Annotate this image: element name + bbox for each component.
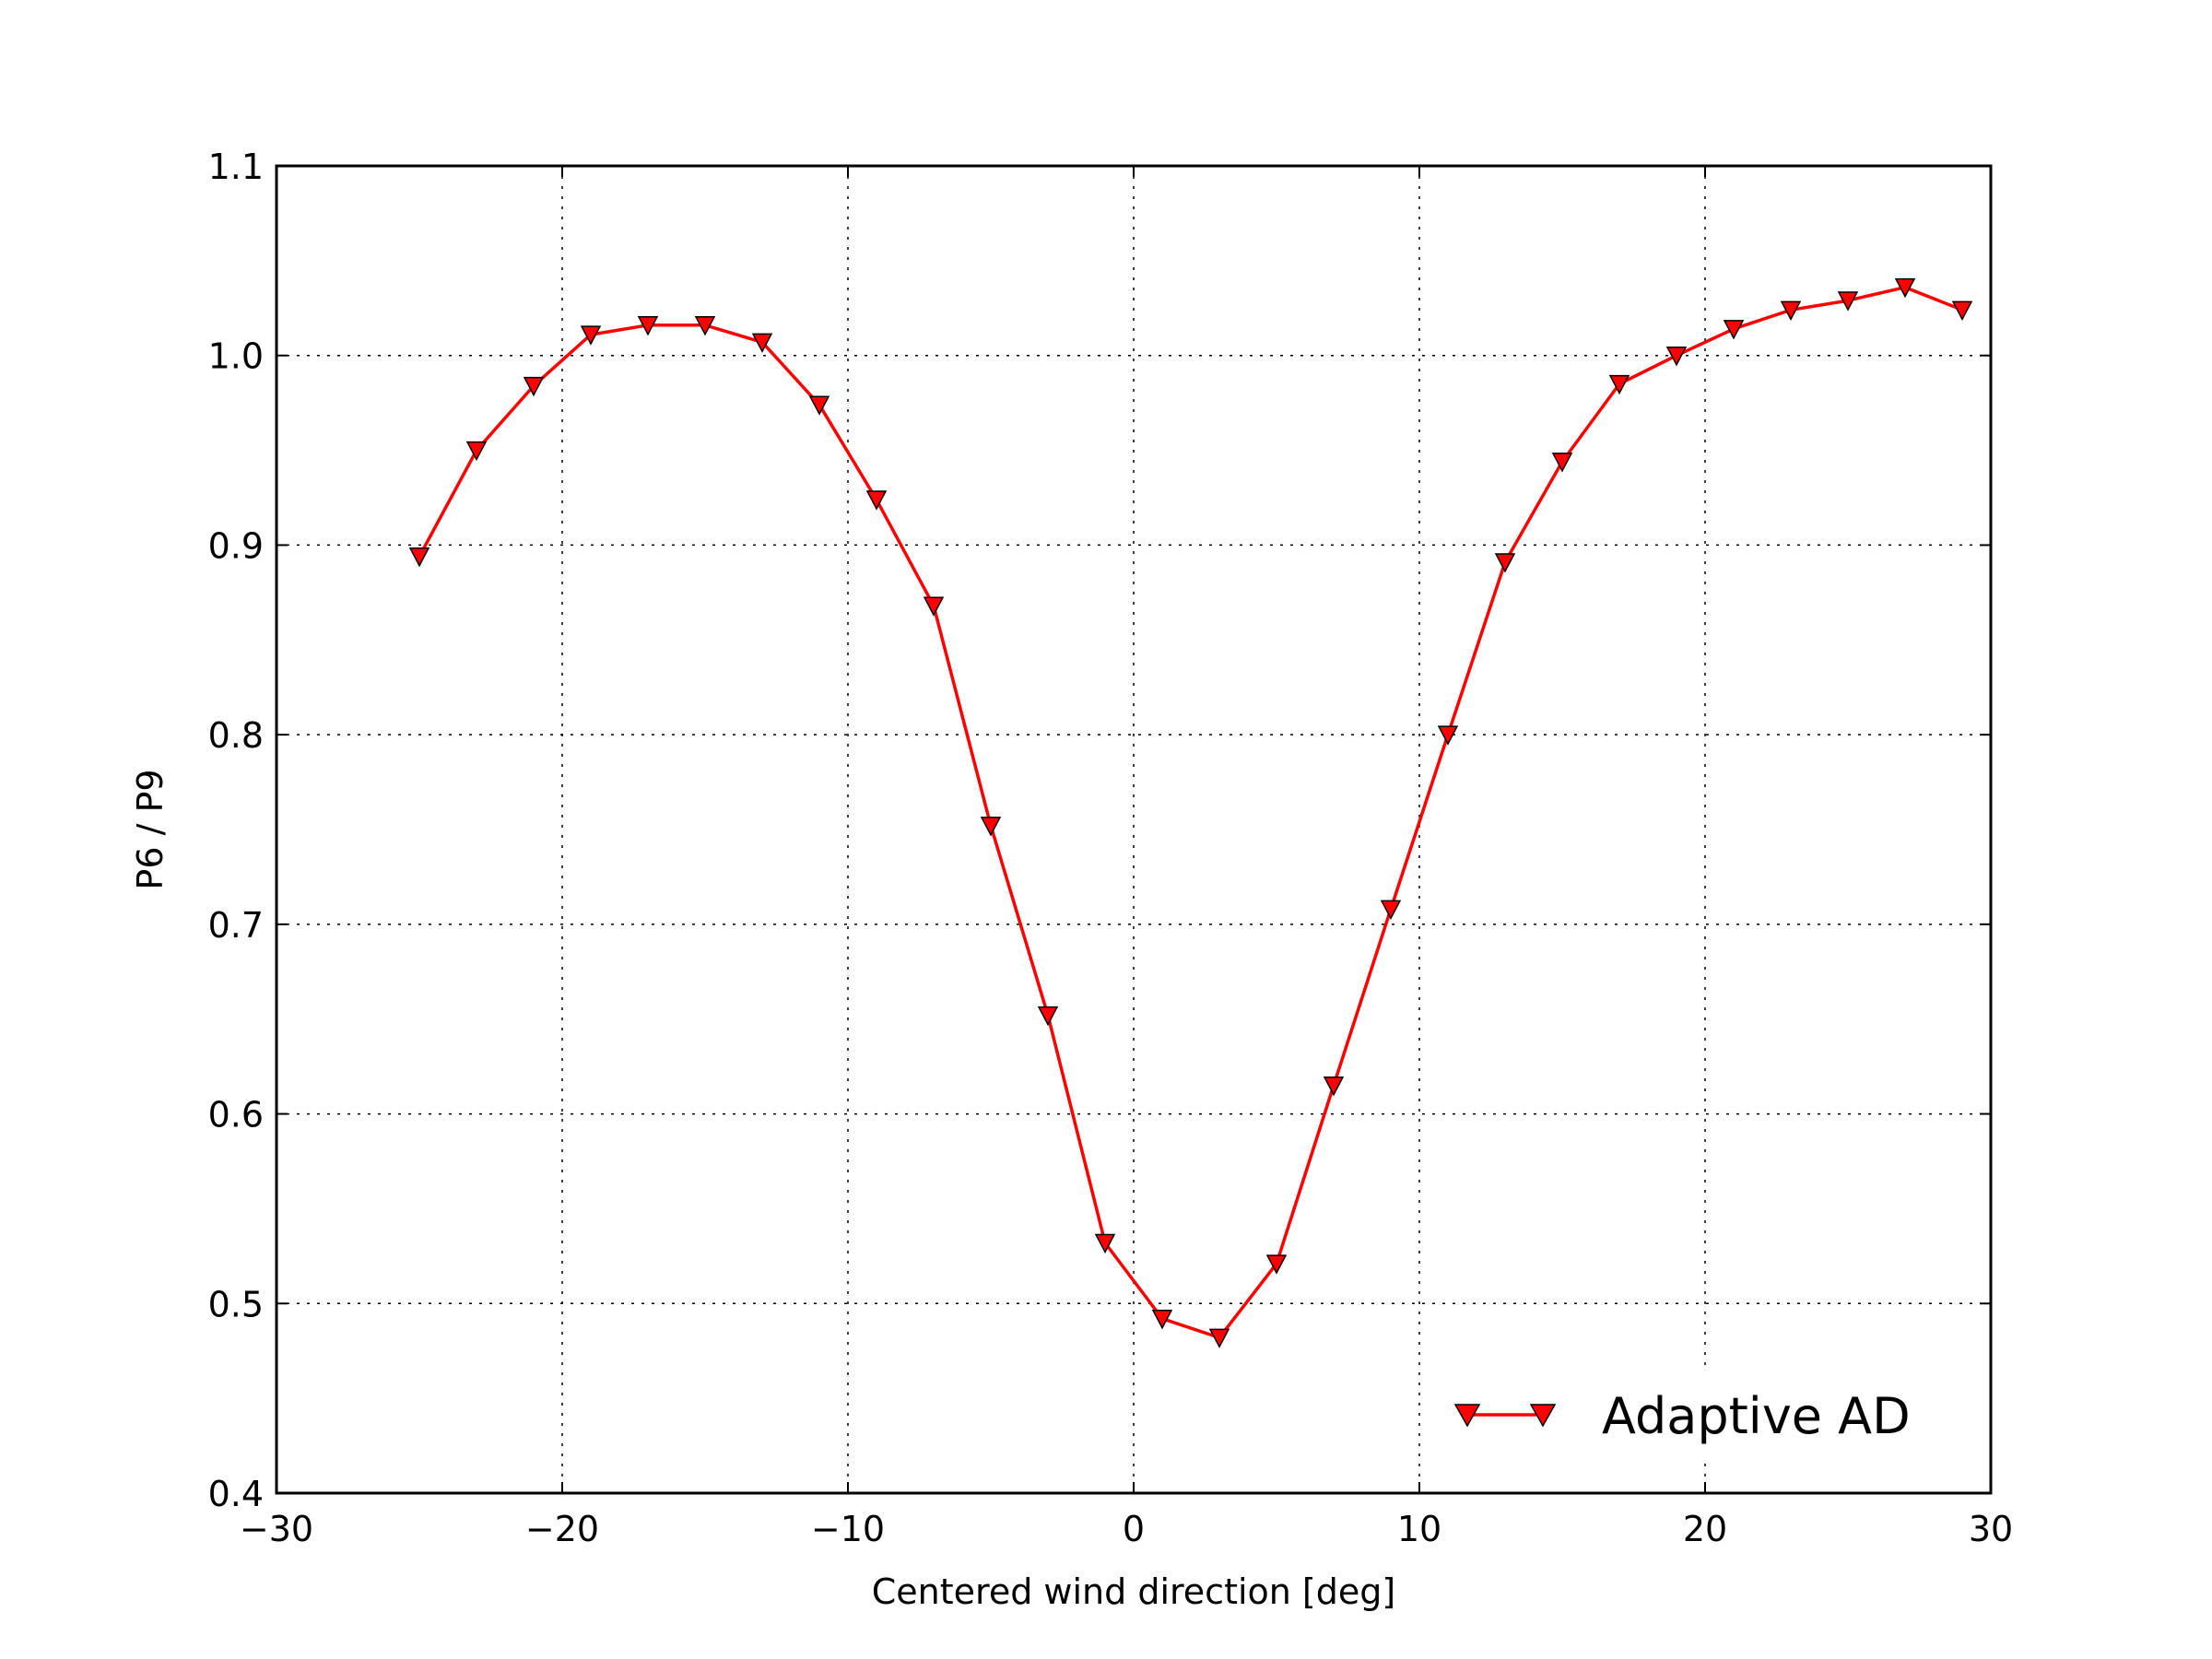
- series-line-adaptive-ad: [418, 285, 1963, 1340]
- data-point-marker: [808, 395, 830, 416]
- data-point-marker: [1437, 725, 1459, 746]
- data-point-marker: [1608, 374, 1630, 395]
- data-point-marker: [1037, 1006, 1059, 1027]
- data-point-marker: [1265, 1254, 1288, 1275]
- y-tick-label: 0.5: [208, 1284, 264, 1324]
- x-axis-label: Centered wind direction [deg]: [872, 1571, 1395, 1612]
- data-point-marker: [1208, 1328, 1230, 1348]
- data-point-marker: [523, 376, 545, 397]
- data-point-marker: [637, 316, 659, 336]
- x-tick-label: −30: [240, 1509, 313, 1549]
- legend-entry-adaptive-ad: Adaptive AD: [1602, 1387, 1911, 1445]
- y-tick-label: 0.8: [208, 715, 264, 756]
- x-tick-label: 10: [1397, 1509, 1441, 1549]
- data-point-marker: [1494, 553, 1516, 573]
- x-tick-label: 20: [1683, 1509, 1727, 1549]
- data-point-marker: [1780, 300, 1802, 321]
- data-point-marker: [1951, 300, 1973, 321]
- data-point-marker: [465, 441, 488, 462]
- data-point-marker: [1723, 320, 1745, 340]
- data-point-marker: [1894, 277, 1916, 299]
- x-tick-label: 30: [1969, 1509, 2013, 1549]
- data-point-marker: [923, 596, 945, 617]
- y-tick-label: 0.7: [208, 905, 264, 946]
- data-point-marker: [1551, 453, 1573, 473]
- data-point-marker: [1094, 1233, 1116, 1254]
- y-tick-label: 0.9: [208, 525, 264, 566]
- y-tick-label: 0.4: [208, 1474, 264, 1514]
- data-point-marker: [1323, 1076, 1345, 1097]
- data-point-marker: [408, 547, 430, 568]
- legend: Adaptive AD: [1433, 1369, 1972, 1461]
- y-tick-label: 0.6: [208, 1095, 264, 1135]
- legend-marker-right: [1529, 1404, 1557, 1428]
- y-axis-label: P6 / P9: [130, 769, 171, 889]
- x-tick-label: −10: [811, 1509, 885, 1549]
- y-tick-label: 1.0: [208, 336, 264, 377]
- legend-marker-left: [1453, 1404, 1481, 1428]
- y-tick-label: 1.1: [208, 147, 264, 187]
- data-series: [408, 277, 1973, 1348]
- data-point-marker: [1837, 291, 1859, 312]
- data-point-marker: [751, 333, 773, 353]
- data-point-marker: [580, 325, 602, 346]
- data-point-marker: [1151, 1309, 1173, 1330]
- x-tick-label: −20: [525, 1509, 599, 1549]
- x-tick-label: 0: [1123, 1509, 1145, 1549]
- data-point-marker: [980, 817, 1002, 837]
- data-point-marker: [1380, 900, 1402, 921]
- data-point-marker: [865, 490, 888, 511]
- grid: [276, 166, 1991, 1493]
- data-point-marker: [1665, 346, 1688, 367]
- data-point-marker: [694, 316, 716, 336]
- axis-ticks: −30 −20 −10 0 10 20 30 0.4 0.5 0.6 0.7 0.8 0.9 1.0 1.1: [208, 147, 2014, 1549]
